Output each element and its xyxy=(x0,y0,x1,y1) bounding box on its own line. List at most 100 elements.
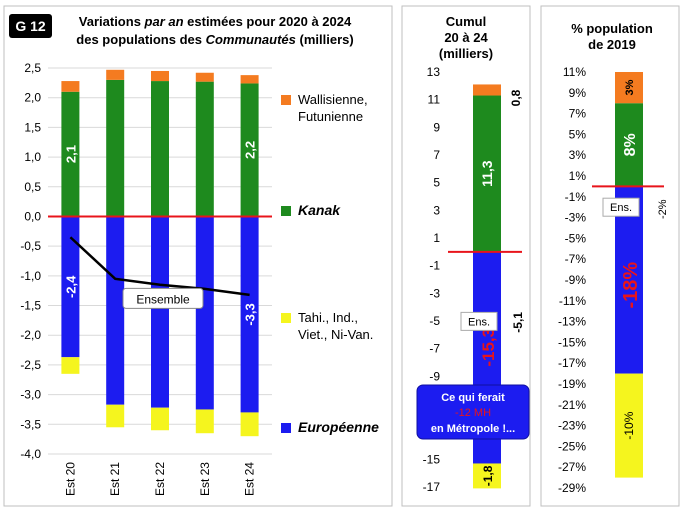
bar-wallisienne xyxy=(615,72,643,104)
x-tick-label: Est 23 xyxy=(198,462,212,496)
y-tick-label: -1,5 xyxy=(20,299,41,313)
x-tick-label: Est 24 xyxy=(243,462,257,496)
data-label: 2,2 xyxy=(243,141,258,159)
legend-label: Tahi., Ind., Viet., Ni-Van. xyxy=(298,310,373,342)
data-label-green: 11,3 xyxy=(479,160,495,187)
data-label: -2,4 xyxy=(63,275,78,298)
cumul-title: Cumul 20 à 24 (milliers) xyxy=(439,14,493,61)
y-tick-label: -3 xyxy=(429,286,440,300)
y-tick-label: -13% xyxy=(558,315,586,329)
y-tick-label: 7 xyxy=(433,148,440,162)
y-tick-label: 11 xyxy=(428,93,441,107)
y-tick-label: -7 xyxy=(429,342,440,356)
y-tick-label: -0,5 xyxy=(20,239,41,253)
y-tick-label: -17% xyxy=(558,356,586,370)
bar-wallisienne xyxy=(473,84,501,96)
legend-swatch xyxy=(281,313,291,323)
legend-swatch xyxy=(281,206,291,216)
pct-chart: % population de 2019 -29% -27% -25% -23% -21% -… xyxy=(558,21,669,495)
y-tick-label: -7% xyxy=(565,252,587,266)
callout-line-1: Ce qui ferait xyxy=(441,392,505,404)
y-tick-label: -9% xyxy=(565,273,587,287)
data-label-blue: -15,3 xyxy=(479,328,498,367)
x-tick-label: Est 22 xyxy=(153,462,167,496)
legend-swatch xyxy=(281,95,291,105)
data-label-orange: 3% xyxy=(624,79,636,95)
y-tick-label: 9 xyxy=(433,120,440,134)
bar-tahi xyxy=(240,412,259,437)
chart-title-line-1: Variations par an estimées pour 2020 à 2… xyxy=(79,14,352,29)
y-tick-label: -21% xyxy=(558,398,586,412)
y-tick-label: -1 xyxy=(429,259,440,273)
bar-wallisienne xyxy=(61,81,80,92)
y-tick-label: -15 xyxy=(423,452,441,466)
ensemble-value: -2% xyxy=(657,199,669,219)
y-tick-label: -3% xyxy=(565,211,587,225)
y-tick-label: 0,0 xyxy=(24,209,41,223)
y-tick-label: 5 xyxy=(433,176,440,190)
x-tick-label: Est 21 xyxy=(108,462,122,496)
y-tick-label: -19% xyxy=(558,377,586,391)
bar-kanak xyxy=(106,79,125,217)
bar-tahi xyxy=(473,463,501,489)
data-label-blue: -18% xyxy=(620,262,642,309)
bar-europeenne xyxy=(61,216,80,358)
y-tick-label: -11% xyxy=(559,294,586,308)
y-tick-label: 3 xyxy=(433,203,440,217)
y-tick-label: -2,0 xyxy=(20,328,41,342)
y-tick-label: 2,0 xyxy=(24,91,41,105)
bar-tahi xyxy=(151,407,169,431)
bar-kanak xyxy=(240,83,259,217)
y-tick-label: 5% xyxy=(569,127,587,141)
y-tick-label: -3,5 xyxy=(20,417,41,431)
y-tick-label: -3,0 xyxy=(20,388,41,402)
ensemble-line xyxy=(69,236,250,297)
y-tick-label: 1 xyxy=(433,231,440,245)
legend-label: Européenne xyxy=(298,419,379,435)
y-tick-label: -23% xyxy=(558,419,586,433)
y-tick-label: -29% xyxy=(558,481,586,495)
y-tick-label: 13 xyxy=(427,65,441,79)
y-tick-label: 2,5 xyxy=(24,61,41,75)
ensemble-marker-box xyxy=(602,197,640,217)
pct-title: % population de 2019 xyxy=(571,21,653,52)
ensemble-value: -5,1 xyxy=(511,312,525,333)
data-label-yellow: -1,8 xyxy=(481,465,495,486)
ensemble-marker-label: Ens. xyxy=(610,202,632,214)
y-tick-label: -1% xyxy=(565,190,587,204)
y-tick-label: -25% xyxy=(558,439,586,453)
bar-europeenne xyxy=(151,216,169,408)
bar-europeenne xyxy=(240,216,259,413)
y-tick-label: 0,5 xyxy=(24,180,41,194)
callout-line-2: -12 MH xyxy=(455,407,491,419)
bar-tahi xyxy=(106,404,125,428)
chart-title-line-2: des populations des Communautés (millier… xyxy=(76,32,353,47)
data-label-yellow: -10% xyxy=(622,411,636,439)
legend-label: Wallisienne, Futunienne xyxy=(298,92,368,124)
bar-europeenne xyxy=(195,216,214,410)
data-label-green: 8% xyxy=(622,133,639,156)
y-tick-label: -5% xyxy=(565,231,587,245)
data-label-orange: 0,8 xyxy=(509,89,523,106)
callout-box xyxy=(416,384,530,440)
y-tick-label: 9% xyxy=(569,86,587,100)
y-tick-label: -1,0 xyxy=(20,269,41,283)
bar-europeenne xyxy=(106,216,125,405)
bar-tahi xyxy=(615,373,643,478)
y-tick-label: 7% xyxy=(569,107,587,121)
bar-tahi xyxy=(195,409,214,434)
bar-kanak xyxy=(61,91,80,217)
bar-wallisienne xyxy=(240,75,259,84)
y-tick-label: 1% xyxy=(569,169,587,183)
bar-wallisienne xyxy=(151,70,169,82)
data-label: 2,1 xyxy=(63,145,78,163)
ensemble-marker-box xyxy=(460,311,498,331)
y-tick-label: -5 xyxy=(429,314,440,328)
bar-kanak xyxy=(615,103,643,187)
annual-chart: -4,0 -3,5 -3,0 -2,5 -2,0 -1,5 -1,0 -0,5 0,0 0,5 1,… xyxy=(20,61,379,496)
data-label: -3,3 xyxy=(243,303,258,325)
figure-tag: G 12 xyxy=(15,18,46,34)
